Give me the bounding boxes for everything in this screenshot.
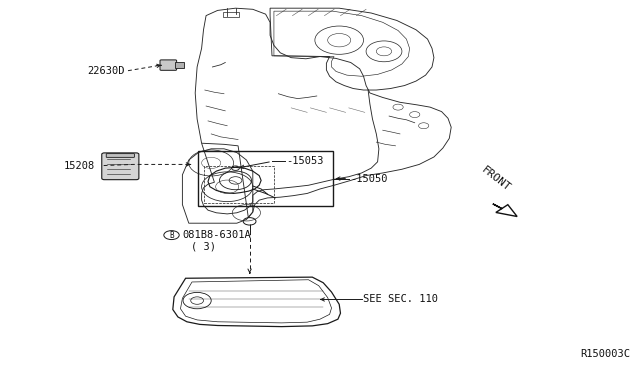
Text: 15208: 15208 — [63, 161, 95, 171]
Text: B: B — [169, 231, 174, 240]
Text: SEE SEC. 110: SEE SEC. 110 — [363, 295, 438, 304]
Text: R150003C: R150003C — [580, 349, 630, 359]
Text: 081B8-6301A: 081B8-6301A — [182, 230, 251, 240]
FancyBboxPatch shape — [175, 62, 184, 68]
FancyBboxPatch shape — [102, 153, 139, 180]
FancyBboxPatch shape — [106, 154, 134, 157]
FancyBboxPatch shape — [160, 60, 177, 70]
Text: -15053: -15053 — [286, 156, 324, 166]
Text: FRONT: FRONT — [480, 165, 513, 193]
Text: 22630D: 22630D — [87, 66, 125, 76]
Text: ( 3): ( 3) — [191, 241, 216, 251]
Text: -15050: -15050 — [350, 174, 388, 183]
